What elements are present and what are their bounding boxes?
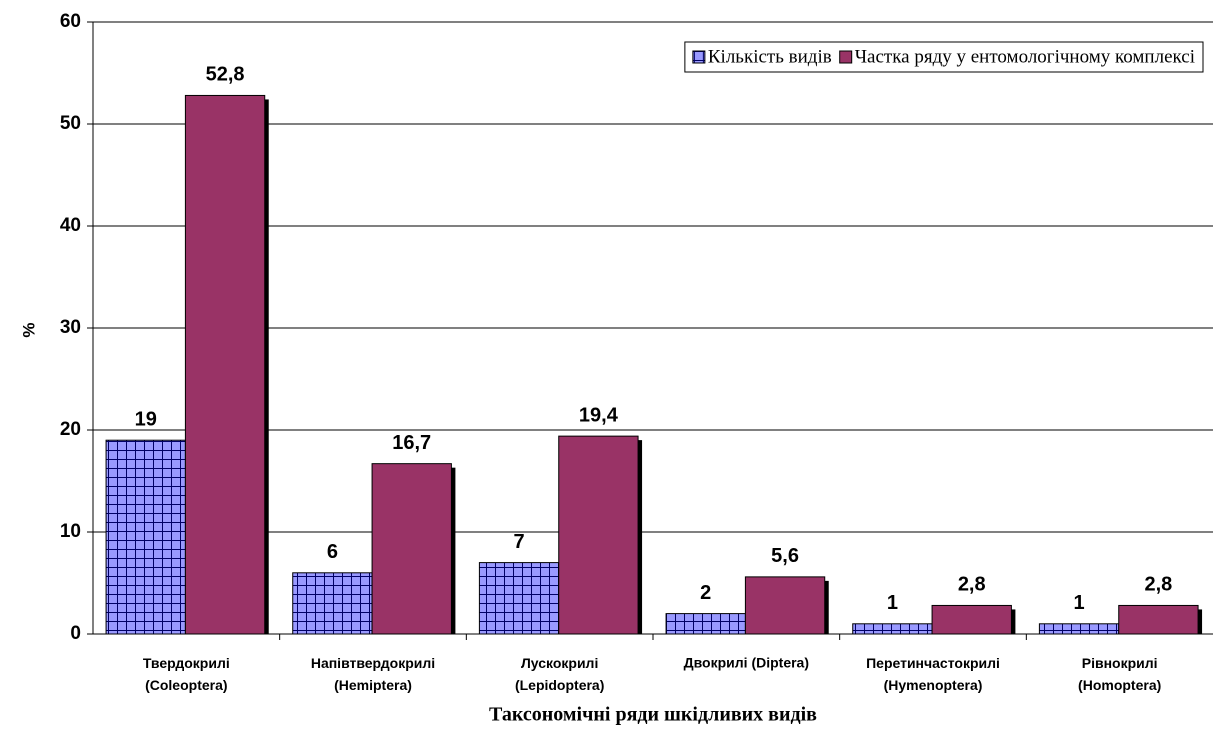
legend-label: Кількість видів	[708, 46, 832, 67]
bar	[292, 572, 373, 635]
data-label: 2,8	[958, 574, 986, 596]
bar	[931, 604, 1012, 635]
x-axis-label: Таксономічні ряди шкідливих видів	[489, 704, 817, 726]
data-label: 16,7	[392, 432, 431, 454]
bar	[1118, 604, 1199, 635]
y-tick-label: 10	[60, 521, 81, 542]
data-label: 2	[700, 582, 711, 604]
bar	[744, 576, 826, 635]
data-label: 19,4	[579, 404, 619, 426]
data-label: 19	[135, 408, 157, 430]
y-tick-label: 40	[60, 215, 81, 236]
x-tick-label: Двокрилі (Diptera)	[684, 655, 809, 671]
data-label: 5,6	[771, 545, 799, 567]
bar	[852, 623, 933, 635]
y-tick-label: 60	[60, 11, 81, 32]
legend: Кількість видів Частка ряду у ентомологіч…	[684, 41, 1204, 73]
bar	[371, 463, 452, 635]
x-tick-label: Лускокрилі (Lepidoptera)	[515, 655, 604, 693]
y-tick-label: 30	[60, 317, 81, 338]
data-label: 6	[327, 541, 338, 563]
y-tick-label: 20	[60, 419, 81, 440]
legend-box	[684, 41, 1204, 73]
y-axis-label: %	[19, 322, 38, 337]
bar	[105, 439, 186, 635]
x-tick-label: Твердокрилі (Coleoptera)	[143, 655, 230, 693]
bar	[184, 94, 266, 635]
data-label: 7	[514, 531, 525, 553]
data-label: 52,8	[206, 64, 245, 86]
data-label: 1	[887, 592, 898, 614]
legend-swatch	[692, 50, 706, 64]
bar	[478, 562, 560, 635]
y-tick-label: 50	[60, 113, 81, 134]
y-tick-label: 0	[70, 623, 81, 644]
data-label: 1	[1074, 592, 1085, 614]
bar	[665, 613, 746, 635]
x-tick-label: Рівнокрилі (Homoptera)	[1078, 655, 1161, 693]
x-tick-label: Перетинчастокрилі (Hymenoptera)	[866, 655, 1000, 693]
bar	[558, 435, 639, 635]
legend-swatch	[839, 50, 853, 64]
legend-label: Частка ряду у ентомологічному комплексі	[855, 46, 1195, 67]
bar	[1038, 623, 1120, 635]
data-label: 2,8	[1144, 574, 1172, 596]
x-tick-label: Напівтвердокрилі (Hemiptera)	[311, 655, 435, 693]
